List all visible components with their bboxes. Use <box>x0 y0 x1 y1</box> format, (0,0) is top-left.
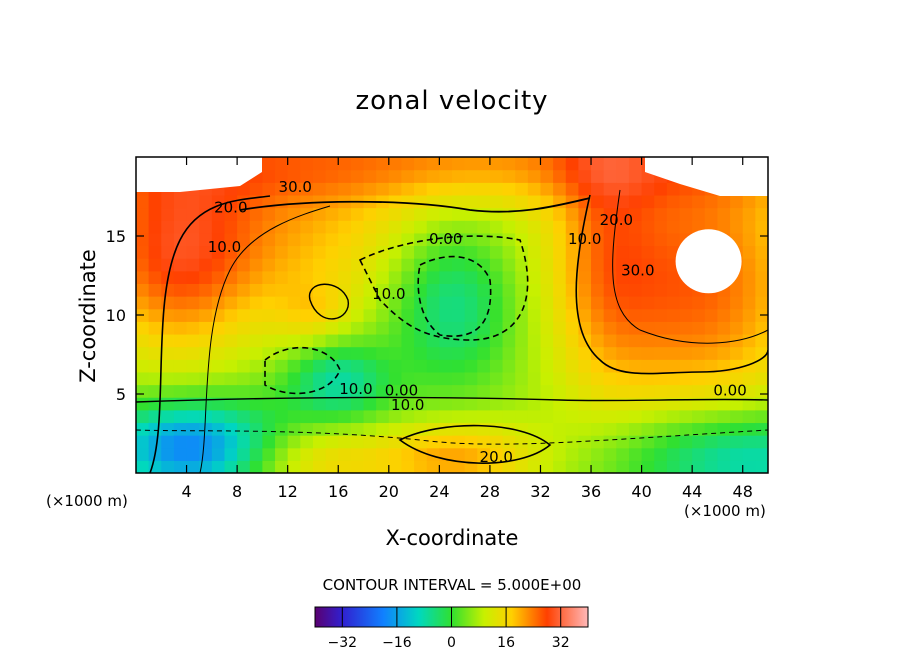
x-tick-label: 32 <box>530 482 550 501</box>
contour-label: 20.0 <box>600 211 633 229</box>
colorbar-tick-label: 16 <box>497 635 515 651</box>
contour-label: 30.0 <box>621 262 654 280</box>
colorbar-tick-label: 0 <box>447 635 456 651</box>
contour-label: 10.0 <box>391 396 424 414</box>
contour-label: 10.0 <box>372 285 405 303</box>
x-tick-label: 28 <box>480 482 500 501</box>
contour-label: 30.0 <box>279 178 312 196</box>
y-axis-label: Z-coordinate <box>76 249 100 383</box>
x-tick-label: 8 <box>232 482 242 501</box>
x-tick-label: 44 <box>682 482 702 501</box>
colorbar-tick-label: −16 <box>382 635 412 651</box>
x-tick-label: 12 <box>278 482 298 501</box>
x-tick-label: 40 <box>631 482 651 501</box>
contour-label: 10.0 <box>568 230 601 248</box>
colorbar-tick-label: 32 <box>552 635 570 651</box>
x-tick-label: 48 <box>733 482 753 501</box>
contour-interval-text: CONTOUR INTERVAL = 5.000E+00 <box>0 576 904 594</box>
contour-label: 20.0 <box>214 198 247 216</box>
x-tick-label: 36 <box>581 482 601 501</box>
colorbar-tick-label: −32 <box>328 635 358 651</box>
contour-label: 10.0 <box>339 380 372 398</box>
y-tick-label: 10 <box>106 306 126 325</box>
contour-label: 10.0 <box>208 238 241 256</box>
y-tick-label: 15 <box>106 227 126 246</box>
contour-plot: 4 8 12 16 20 24 28 32 36 40 44 4851015 30.020.010.0… <box>0 0 904 654</box>
x-unit-label-left: (×1000 m) <box>46 492 128 510</box>
contour-label: 0.00 <box>429 230 462 248</box>
contour-label: 0.00 <box>713 382 746 400</box>
x-unit-label-right: (×1000 m) <box>684 502 766 520</box>
contour-label: 20.0 <box>480 448 513 466</box>
x-tick-label: 4 <box>181 482 191 501</box>
x-tick-label: 24 <box>429 482 449 501</box>
x-tick-label: 16 <box>328 482 348 501</box>
y-tick-label: 5 <box>116 385 126 404</box>
x-tick-label: 20 <box>379 482 399 501</box>
x-axis-label: X-coordinate <box>0 526 904 550</box>
